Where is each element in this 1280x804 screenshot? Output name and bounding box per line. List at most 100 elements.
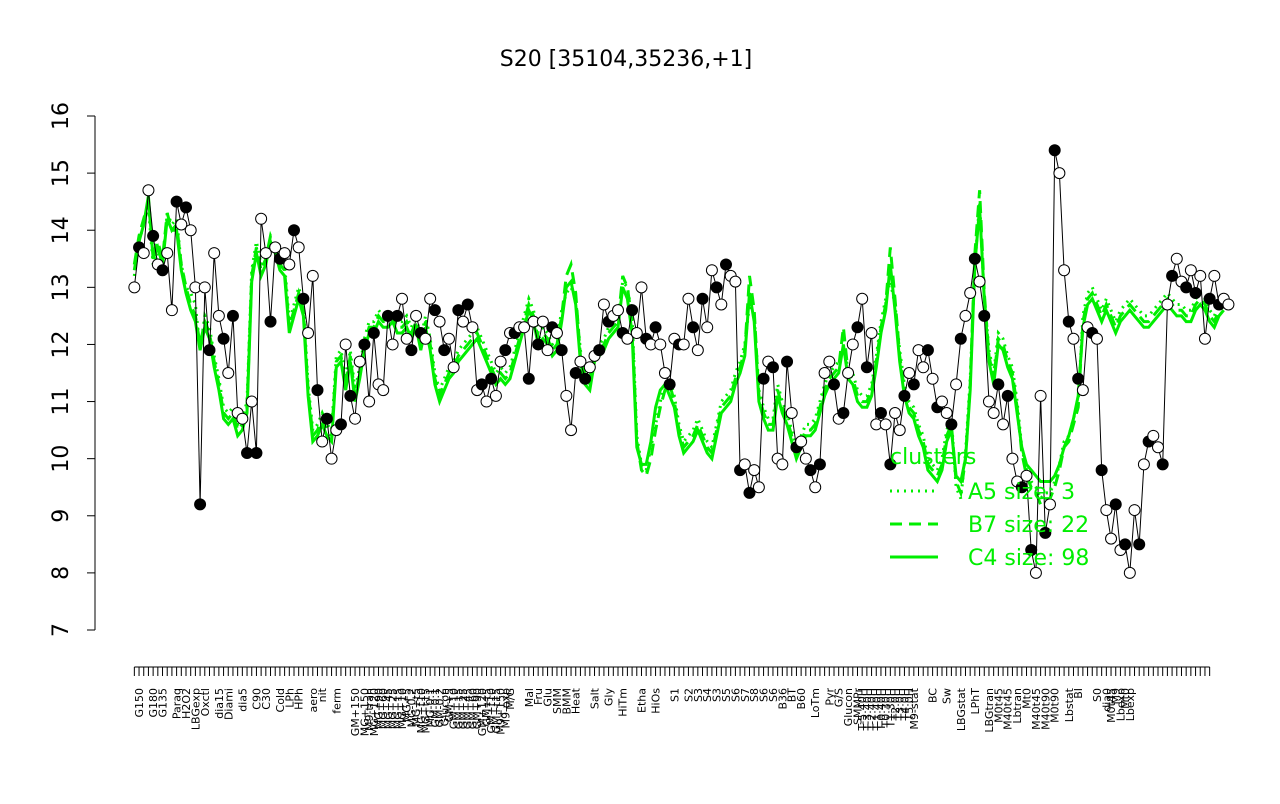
x-tick-label: Paraq [171,688,184,719]
data-point [593,344,606,357]
x-tick-label: H2O2 [180,688,193,719]
data-point [1100,504,1113,517]
data-point [809,481,822,494]
x-tick-label: MG+150 [358,688,371,736]
data-point [560,389,573,402]
data-point [198,281,211,294]
x-tick-label: Glucon [842,688,855,726]
data-point [1067,332,1080,345]
x-tick-label: M9-stat [908,687,921,729]
x-tick-label: GM+t10 [485,688,498,734]
data-point [804,464,817,477]
x-tick-label: Mt0 [1119,688,1132,709]
x-tick-label: HiTm [617,688,630,717]
x-tick-label: T-3.40H [861,688,874,731]
data-point [180,201,192,214]
x-tick-label: Mal [523,688,536,707]
data-point [442,332,455,345]
data-point [649,321,662,334]
y-tick-label: 12 [49,330,74,358]
data-point [1189,287,1202,300]
x-tick-label: nit [316,687,329,702]
data-point [766,361,779,374]
x-tick-label: GM-0.1 [429,688,442,727]
x-tick-label: GM+90 [471,688,484,729]
data-point [1034,389,1047,402]
x-tick-label: T-5.40H [856,688,869,731]
x-tick-label: LPhT [969,688,982,715]
data-point [1123,566,1136,579]
x-tick-label: BT [786,688,799,703]
x-tick-label: BMM [560,688,573,715]
y-tick-label: 10 [49,445,74,473]
data-point [494,355,507,368]
data-point [555,344,568,357]
data-point [255,212,268,225]
x-tick-label: Lbexp [1124,688,1137,721]
data-point [696,292,709,305]
cluster-line-solid [132,195,1225,485]
data-point [311,384,324,397]
data-point [612,304,624,317]
data-point [1208,269,1221,282]
x-tick-label: MG+90 [373,688,386,729]
x-tick-label: M9-exp [499,688,512,729]
x-tick-label: T1.30H [884,688,897,728]
data-point [306,269,319,282]
data-point [574,355,587,368]
data-point [278,247,291,260]
data-point [743,486,756,499]
data-point [997,418,1010,431]
data-point [1180,281,1193,294]
x-tick-label: Lbtran [1011,688,1024,724]
x-tick-label: T-0.40H [875,688,888,731]
data-point [1015,481,1028,494]
data-point [1025,544,1038,557]
data-point [466,321,479,334]
data-point [621,332,634,345]
x-tick-label: T2.0H [889,688,902,721]
x-tick-label: MG+25 [387,688,400,729]
x-tick-label: MG+45 [382,688,395,729]
data-point [781,355,794,368]
data-point [212,309,225,322]
x-tick-label: S7 [739,688,752,702]
data-point [715,298,728,311]
data-point [1184,264,1197,277]
data-point [856,292,869,305]
x-tick-label: MG+5 [401,688,414,722]
x-tick-label: Pyr [823,688,836,706]
data-point [776,458,789,471]
data-point [936,395,948,408]
data-point [950,378,963,391]
data-point [1072,372,1085,385]
x-tick-label: S6 [729,688,742,702]
x-tick-label: Etha [635,688,648,713]
x-tick-label: MG+t10 [415,688,428,734]
x-tick-label: M0t90 [1049,688,1062,723]
data-point [264,315,277,328]
data-point [921,344,934,357]
x-tick-label: S0 [1091,688,1104,702]
data-point [245,395,258,408]
data-point [1105,532,1118,545]
data-point [339,338,352,351]
data-point [457,315,470,328]
data-point [1198,332,1211,345]
chart-title: S20 [35104,35236,+1] [500,47,753,72]
data-point [283,258,296,271]
data-point [147,229,160,242]
data-point [194,498,207,511]
x-tick-label: ferm [330,688,343,714]
data-point [1133,538,1146,551]
data-point [583,361,596,374]
x-tick-label: MG+15 [391,688,404,729]
data-point [410,309,423,322]
data-point [907,378,920,391]
data-point [377,384,390,397]
data-point [142,184,155,197]
data-point [945,418,958,431]
data-point [658,367,671,379]
data-point [691,344,704,357]
